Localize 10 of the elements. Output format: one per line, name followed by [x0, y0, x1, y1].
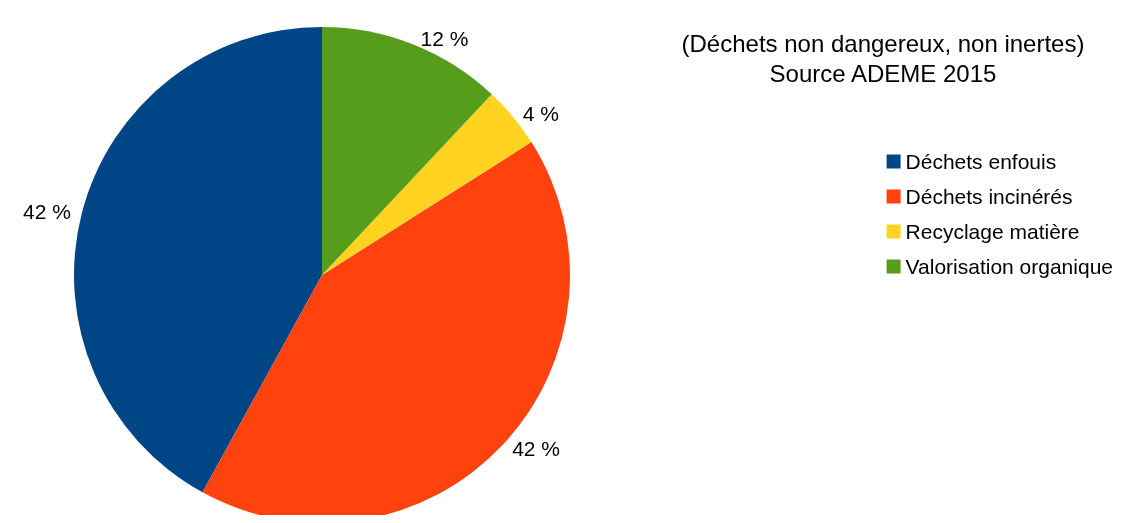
legend-label: Recyclage matière — [905, 220, 1080, 243]
legend-label: Déchets enfouis — [905, 150, 1057, 173]
data-label: 4 % — [522, 101, 559, 125]
data-label: 42 % — [512, 437, 561, 461]
legend-label: Valorisation organique — [905, 255, 1114, 278]
legend-label: Déchets incinérés — [905, 185, 1073, 208]
text: Source ADEME 2015 — [769, 59, 997, 87]
data-label: 12 % — [420, 27, 469, 51]
data-label: 42 % — [23, 200, 71, 224]
chart-title: (Déchets non dangereux, non inertes) — [681, 29, 1085, 57]
